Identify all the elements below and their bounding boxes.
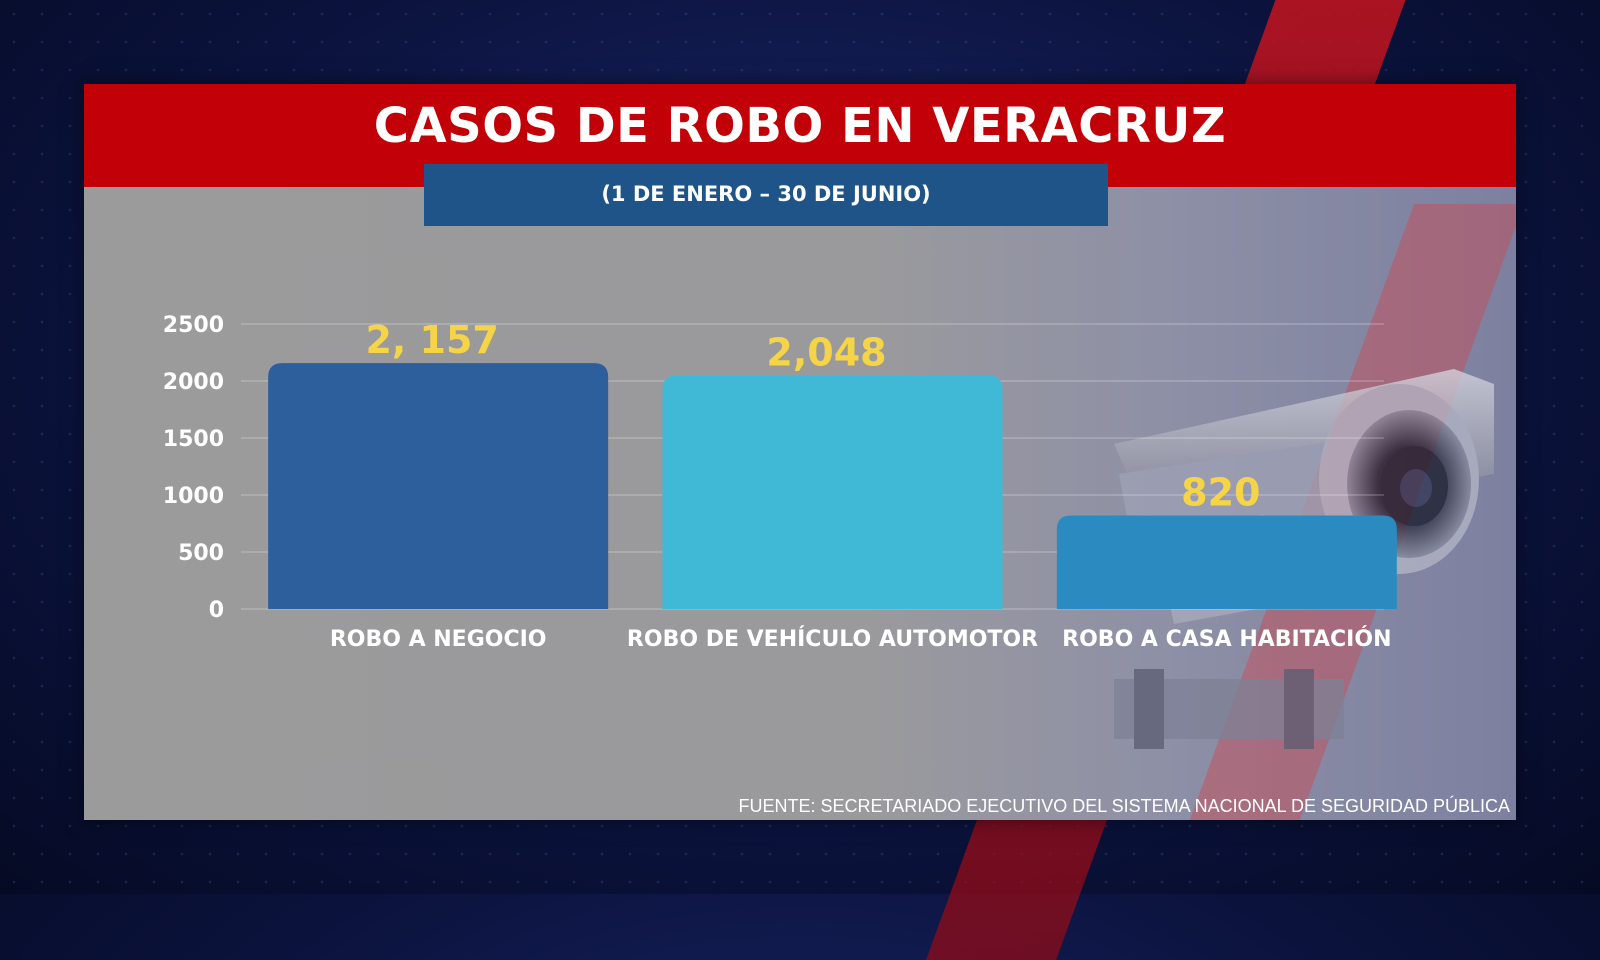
source-note: FUENTE: SECRETARIADO EJECUTIVO DEL SISTE… (738, 796, 1510, 816)
bar (1056, 515, 1397, 609)
subtitle-banner: (1 DE ENERO – 30 DE JUNIO) (424, 164, 1108, 226)
y-tick-label: 0 (209, 598, 224, 623)
y-tick-label: 2000 (163, 370, 224, 395)
bar (662, 375, 1003, 609)
data-label: 2, 157 (365, 318, 498, 362)
chart-title: CASOS DE ROBO EN VERACRUZ (373, 98, 1227, 154)
chart-subtitle: (1 DE ENERO – 30 DE JUNIO) (601, 182, 931, 206)
y-tick-label: 1500 (163, 427, 224, 452)
bar-chart: 0 500 1000 1500 2000 2500 2, 157 ROBO A NEGOCIO… (163, 313, 1397, 652)
category-label: ROBO A NEGOCIO (330, 627, 547, 652)
data-label: 2,048 (766, 331, 886, 375)
y-tick-label: 500 (178, 541, 224, 566)
data-label: 820 (1181, 471, 1260, 515)
category-label: ROBO DE VEHÍCULO AUTOMOTOR (627, 626, 1038, 652)
bar (268, 363, 609, 609)
y-tick-label: 1000 (163, 484, 224, 509)
category-label: ROBO A CASA HABITACIÓN (1062, 626, 1391, 652)
chart-panel: 0 500 1000 1500 2000 2500 2, 157 ROBO A NEGOCIO… (84, 84, 1516, 820)
y-tick-label: 2500 (163, 313, 224, 338)
